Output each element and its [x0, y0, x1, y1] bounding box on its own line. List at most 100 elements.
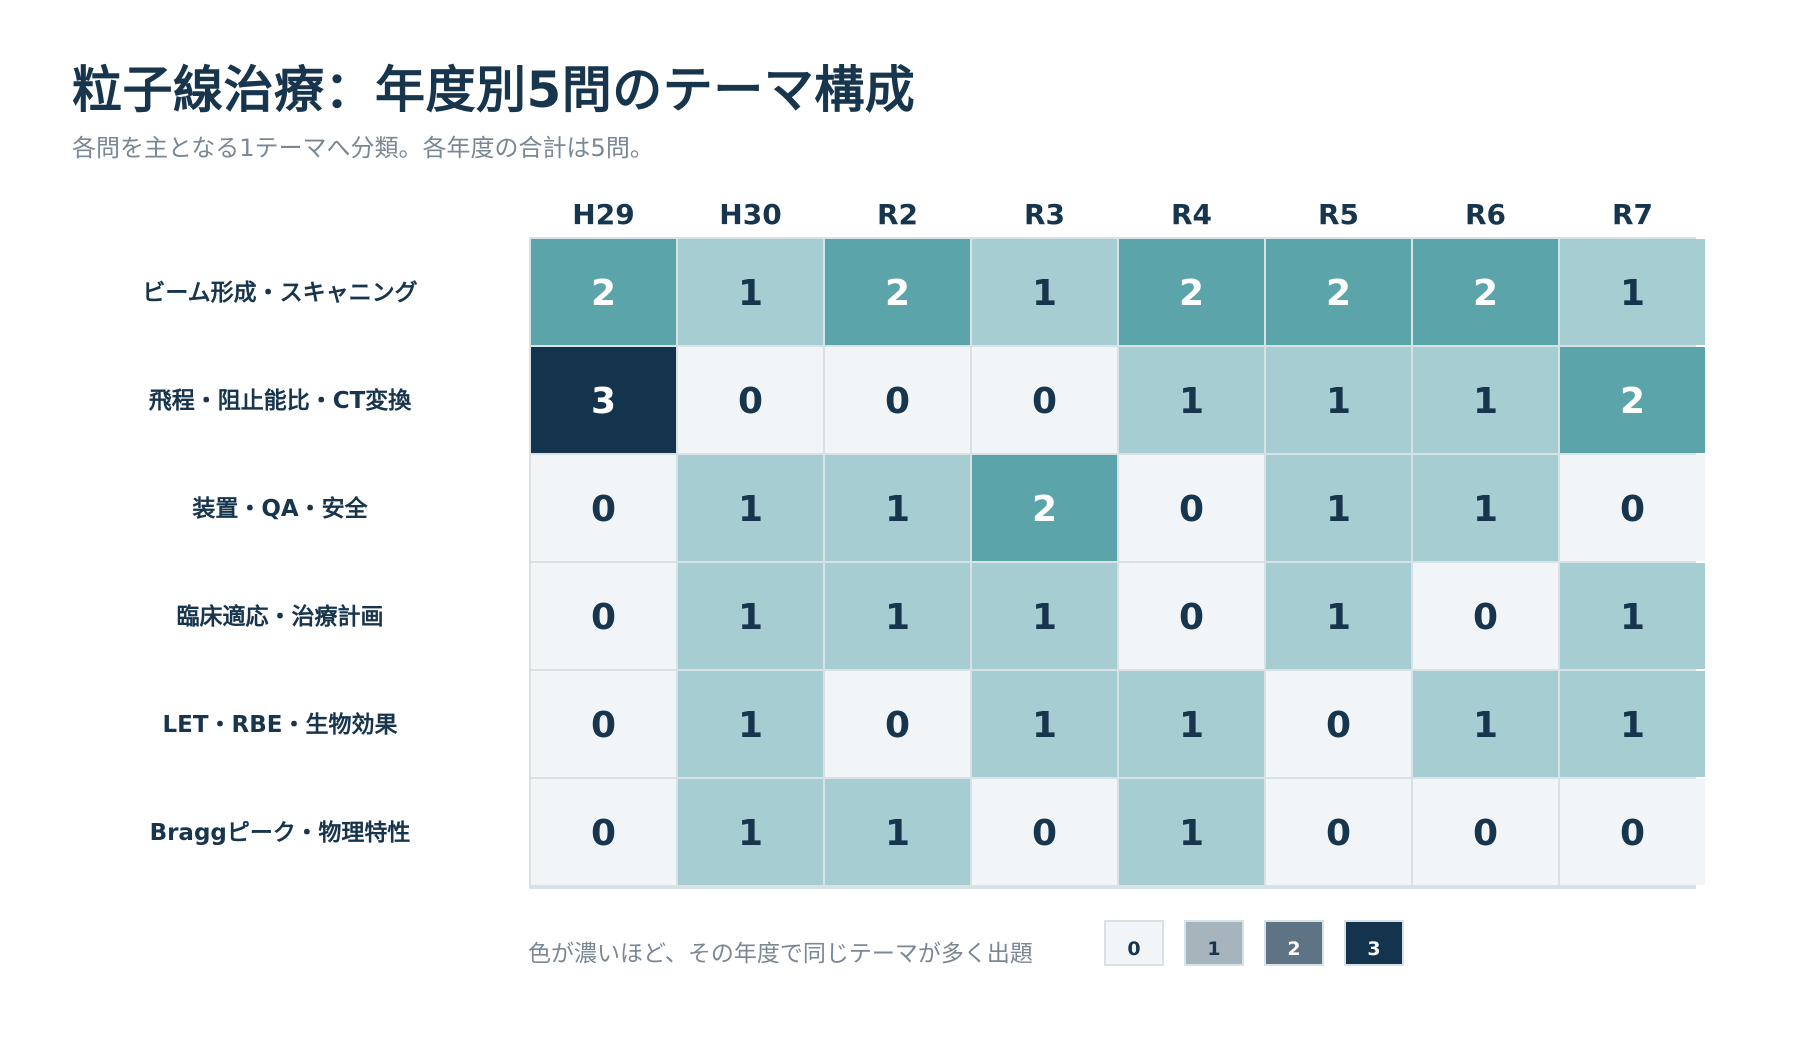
cell-value-label: 1 — [1179, 381, 1204, 422]
heatmap-cell — [1560, 563, 1705, 669]
cell-value-label: 0 — [1179, 597, 1204, 638]
cell-value-label: 2 — [1620, 381, 1645, 422]
cell-value-label: 2 — [1326, 273, 1351, 314]
chart-title: 粒子線治療：年度別5問のテーマ構成 — [72, 61, 916, 119]
heatmap-cell — [1560, 239, 1705, 345]
cell-value-label: 0 — [1473, 597, 1498, 638]
column-label: R2 — [877, 198, 918, 231]
row-label: 飛程・阻止能比・CT変換 — [149, 387, 413, 414]
heatmap-cell — [1266, 779, 1411, 885]
legend-swatch-1: 1 — [1184, 920, 1244, 966]
column-label: R5 — [1318, 198, 1359, 231]
cell-value-label: 0 — [1326, 705, 1351, 746]
column-label: H30 — [719, 198, 781, 231]
heatmap-cell — [825, 563, 970, 669]
chart-subtitle: 各問を主となる1テーマへ分類。各年度の合計は5問。 — [72, 134, 654, 162]
heatmap-cell — [1119, 239, 1264, 345]
cell-value-label: 0 — [1473, 813, 1498, 854]
cell-value-label: 0 — [1326, 813, 1351, 854]
cell-value-label: 1 — [885, 489, 910, 530]
cell-value-label: 0 — [591, 597, 616, 638]
heatmap-cell — [678, 779, 823, 885]
cell-value-label: 1 — [1326, 381, 1351, 422]
heatmap-cell — [972, 239, 1117, 345]
heatmap-cell — [1413, 347, 1558, 453]
legend-swatch-label: 2 — [1287, 938, 1301, 960]
heatmap-cell — [972, 455, 1117, 561]
heatmap-cell — [1560, 455, 1705, 561]
legend-swatch-3: 3 — [1344, 920, 1404, 966]
heatmap-cell — [531, 239, 676, 345]
cell-value-label: 1 — [1473, 381, 1498, 422]
cell-value-label: 1 — [1179, 705, 1204, 746]
row-label: 臨床適応・治療計画 — [177, 603, 384, 630]
cell-value-label: 0 — [885, 381, 910, 422]
heatmap-cell — [1560, 779, 1705, 885]
cell-value-label: 1 — [1032, 597, 1057, 638]
heatmap-cell — [1266, 347, 1411, 453]
heatmap-cell — [825, 671, 970, 777]
cell-value-label: 1 — [1032, 705, 1057, 746]
cell-value-label: 1 — [738, 597, 763, 638]
column-label: H29 — [572, 198, 634, 231]
cell-value-label: 0 — [885, 705, 910, 746]
legend-swatch-label: 3 — [1367, 938, 1381, 960]
heatmap-cell — [1413, 239, 1558, 345]
heatmap-cell — [531, 779, 676, 885]
heatmap-cell — [972, 563, 1117, 669]
cell-value-label: 1 — [738, 705, 763, 746]
cell-value-label: 0 — [738, 381, 763, 422]
heatmap-cell — [531, 455, 676, 561]
color-legend: 色が濃いほど、その年度で同じテーマが多く出題 0 1 2 3 — [528, 920, 1428, 970]
cell-value-label: 1 — [1620, 705, 1645, 746]
heatmap-cell — [825, 239, 970, 345]
cell-value-label: 1 — [1032, 273, 1057, 314]
row-label: ビーム形成・スキャニング — [142, 279, 417, 306]
cell-value-label: 0 — [591, 813, 616, 854]
heatmap-cell — [825, 347, 970, 453]
heatmap-cell — [1413, 671, 1558, 777]
heatmap-cells: 2 1 2 1 2 2 2 1 3 0 0 0 1 1 1 2 0 1 1 2 0 1 1 0 0 1 1 1 0 1 0 1 0 1 0 1 1 0 1 1… — [531, 239, 1705, 885]
cell-value-label: 1 — [1620, 597, 1645, 638]
legend-caption: 色が濃いほど、その年度で同じテーマが多く出題 — [528, 941, 1033, 967]
heatmap-cell — [972, 779, 1117, 885]
heatmap-cell — [1413, 455, 1558, 561]
heatmap-cell — [1119, 779, 1264, 885]
legend-swatch-label: 0 — [1127, 938, 1141, 960]
cell-value-label: 1 — [1620, 273, 1645, 314]
cell-value-label: 1 — [1326, 489, 1351, 530]
cell-value-label: 1 — [1473, 705, 1498, 746]
heatmap-cell — [825, 779, 970, 885]
column-label: R6 — [1465, 198, 1506, 231]
heatmap-cell — [531, 671, 676, 777]
row-label: 装置・QA・安全 — [192, 495, 368, 522]
heatmap-cell — [825, 455, 970, 561]
cell-value-label: 0 — [591, 489, 616, 530]
cell-value-label: 1 — [1473, 489, 1498, 530]
legend-swatch-0: 0 — [1104, 920, 1164, 966]
cell-value-label: 1 — [885, 813, 910, 854]
heatmap-cell — [1119, 563, 1264, 669]
cell-value-label: 1 — [1326, 597, 1351, 638]
column-label: R4 — [1171, 198, 1212, 231]
heatmap-cell — [1560, 671, 1705, 777]
heatmap-cell — [1266, 671, 1411, 777]
heatmap-cell — [531, 347, 676, 453]
heatmap-cell — [1560, 347, 1705, 453]
heatmap-cell — [1266, 239, 1411, 345]
heatmap-cell — [678, 455, 823, 561]
heatmap-cell — [1119, 347, 1264, 453]
heatmap-cell — [1413, 563, 1558, 669]
heatmap-cell — [678, 239, 823, 345]
heatmap-cell — [972, 347, 1117, 453]
heatmap-cell — [1266, 563, 1411, 669]
cell-value-label: 2 — [591, 273, 616, 314]
row-labels: ビーム形成・スキャニング飛程・阻止能比・CT変換装置・QA・安全臨床適応・治療計… — [142, 279, 417, 846]
heatmap-cell — [1119, 455, 1264, 561]
heatmap-cell — [531, 563, 676, 669]
cell-value-label: 0 — [1620, 489, 1645, 530]
heatmap-cell — [1266, 455, 1411, 561]
heatmap-cell — [1119, 671, 1264, 777]
column-labels: H29 H30 R2 R3 R4 R5 R6 R7 — [572, 198, 1653, 231]
cell-value-label: 0 — [1032, 381, 1057, 422]
